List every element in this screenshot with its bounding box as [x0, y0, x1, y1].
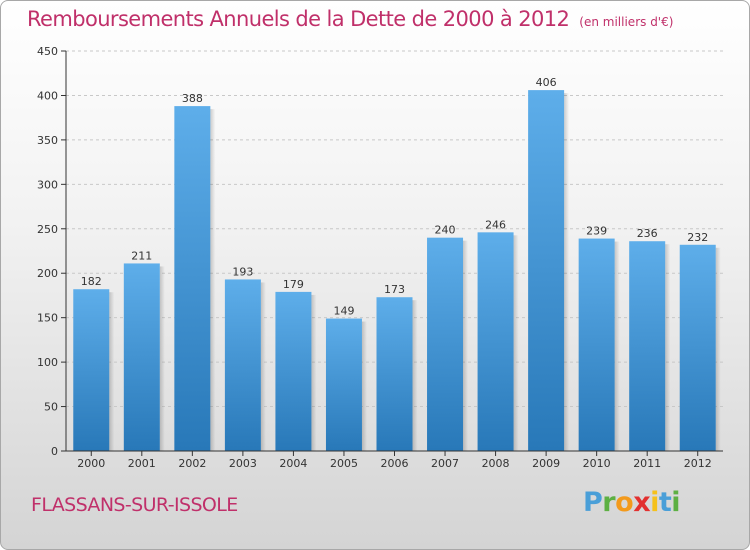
- bars: 182 211 388 193 179 149 173 240 246 406 239 236 232: [73, 76, 721, 451]
- bar: [528, 90, 565, 451]
- logo-letter: o: [615, 487, 634, 518]
- bar-shadow: [463, 240, 469, 451]
- x-tick-label: 2005: [330, 457, 358, 470]
- axes: 0 50 100 150 200 250 300 350 400 450 2000 2001 2002 2…: [37, 45, 723, 470]
- chart-title: Remboursements Annuels de la Dette de 20…: [27, 7, 673, 31]
- bar: [275, 291, 312, 451]
- x-tick-label: 2012: [684, 457, 712, 470]
- y-tick-label: 50: [44, 401, 58, 414]
- data-label: 173: [384, 283, 405, 296]
- bar: [578, 238, 615, 451]
- x-tick-label: 2006: [381, 457, 409, 470]
- y-tick-label: 300: [37, 178, 58, 191]
- x-tick-label: 2007: [431, 457, 459, 470]
- y-tick-label: 450: [37, 45, 58, 58]
- bar-shadow: [109, 292, 115, 451]
- logo-letter: x: [633, 487, 651, 518]
- x-tick-label: 2000: [77, 457, 105, 470]
- bar: [629, 241, 666, 451]
- y-tick-label: 400: [37, 89, 58, 102]
- logo-letter: i: [650, 487, 659, 518]
- bar-shadow: [564, 93, 570, 451]
- data-label: 240: [435, 224, 456, 237]
- bar-shadow: [665, 244, 671, 451]
- data-label: 211: [131, 249, 152, 262]
- y-tick-label: 350: [37, 134, 58, 147]
- x-tick-label: 2002: [178, 457, 206, 470]
- data-label: 246: [485, 218, 506, 231]
- bar: [224, 279, 261, 451]
- bar: [477, 232, 514, 451]
- bar: [174, 106, 211, 451]
- x-tick-label: 2004: [279, 457, 307, 470]
- data-label: 236: [637, 227, 658, 240]
- x-tick-label: 2008: [482, 457, 510, 470]
- data-label: 388: [182, 92, 203, 105]
- logo-letter: r: [602, 487, 616, 518]
- commune-name: FLASSANS-SUR-ISSOLE: [31, 494, 238, 516]
- bar-shadow: [412, 300, 418, 451]
- bar-shadow: [513, 235, 519, 451]
- bar-shadow: [210, 109, 216, 451]
- bar: [123, 263, 160, 451]
- data-label: 232: [687, 231, 708, 244]
- y-tick-label: 100: [37, 356, 58, 369]
- bar: [73, 289, 110, 451]
- bar-shadow: [159, 266, 165, 451]
- bar: [427, 237, 464, 451]
- data-label: 193: [232, 265, 253, 278]
- x-tick-label: 2011: [633, 457, 661, 470]
- y-tick-label: 0: [51, 445, 58, 458]
- logo-letter: i: [671, 487, 681, 518]
- bar: [325, 318, 362, 451]
- x-tick-label: 2003: [229, 457, 257, 470]
- x-tick-label: 2001: [128, 457, 156, 470]
- bar-shadow: [311, 294, 317, 451]
- y-tick-label: 150: [37, 312, 58, 325]
- data-label: 182: [81, 275, 102, 288]
- proxiti-logo: Proxiti: [583, 487, 681, 518]
- data-label: 149: [333, 305, 354, 318]
- bar-shadow: [715, 247, 721, 451]
- chart-unit: (en milliers d'€): [579, 15, 674, 29]
- y-tick-label: 250: [37, 223, 58, 236]
- data-label: 406: [536, 76, 557, 89]
- chart-title-text: Remboursements Annuels de la Dette de 20…: [27, 7, 570, 31]
- bar-shadow: [361, 321, 367, 451]
- x-tick-label: 2010: [583, 457, 611, 470]
- logo-letter: t: [658, 487, 672, 518]
- y-tick-label: 200: [37, 267, 58, 280]
- data-label: 179: [283, 278, 304, 291]
- bar: [376, 297, 413, 451]
- x-tick-label: 2009: [532, 457, 560, 470]
- bar: [679, 244, 716, 451]
- bar-shadow: [614, 241, 620, 451]
- logo-letter: P: [583, 487, 603, 518]
- bar-shadow: [260, 282, 266, 451]
- data-label: 239: [586, 225, 607, 238]
